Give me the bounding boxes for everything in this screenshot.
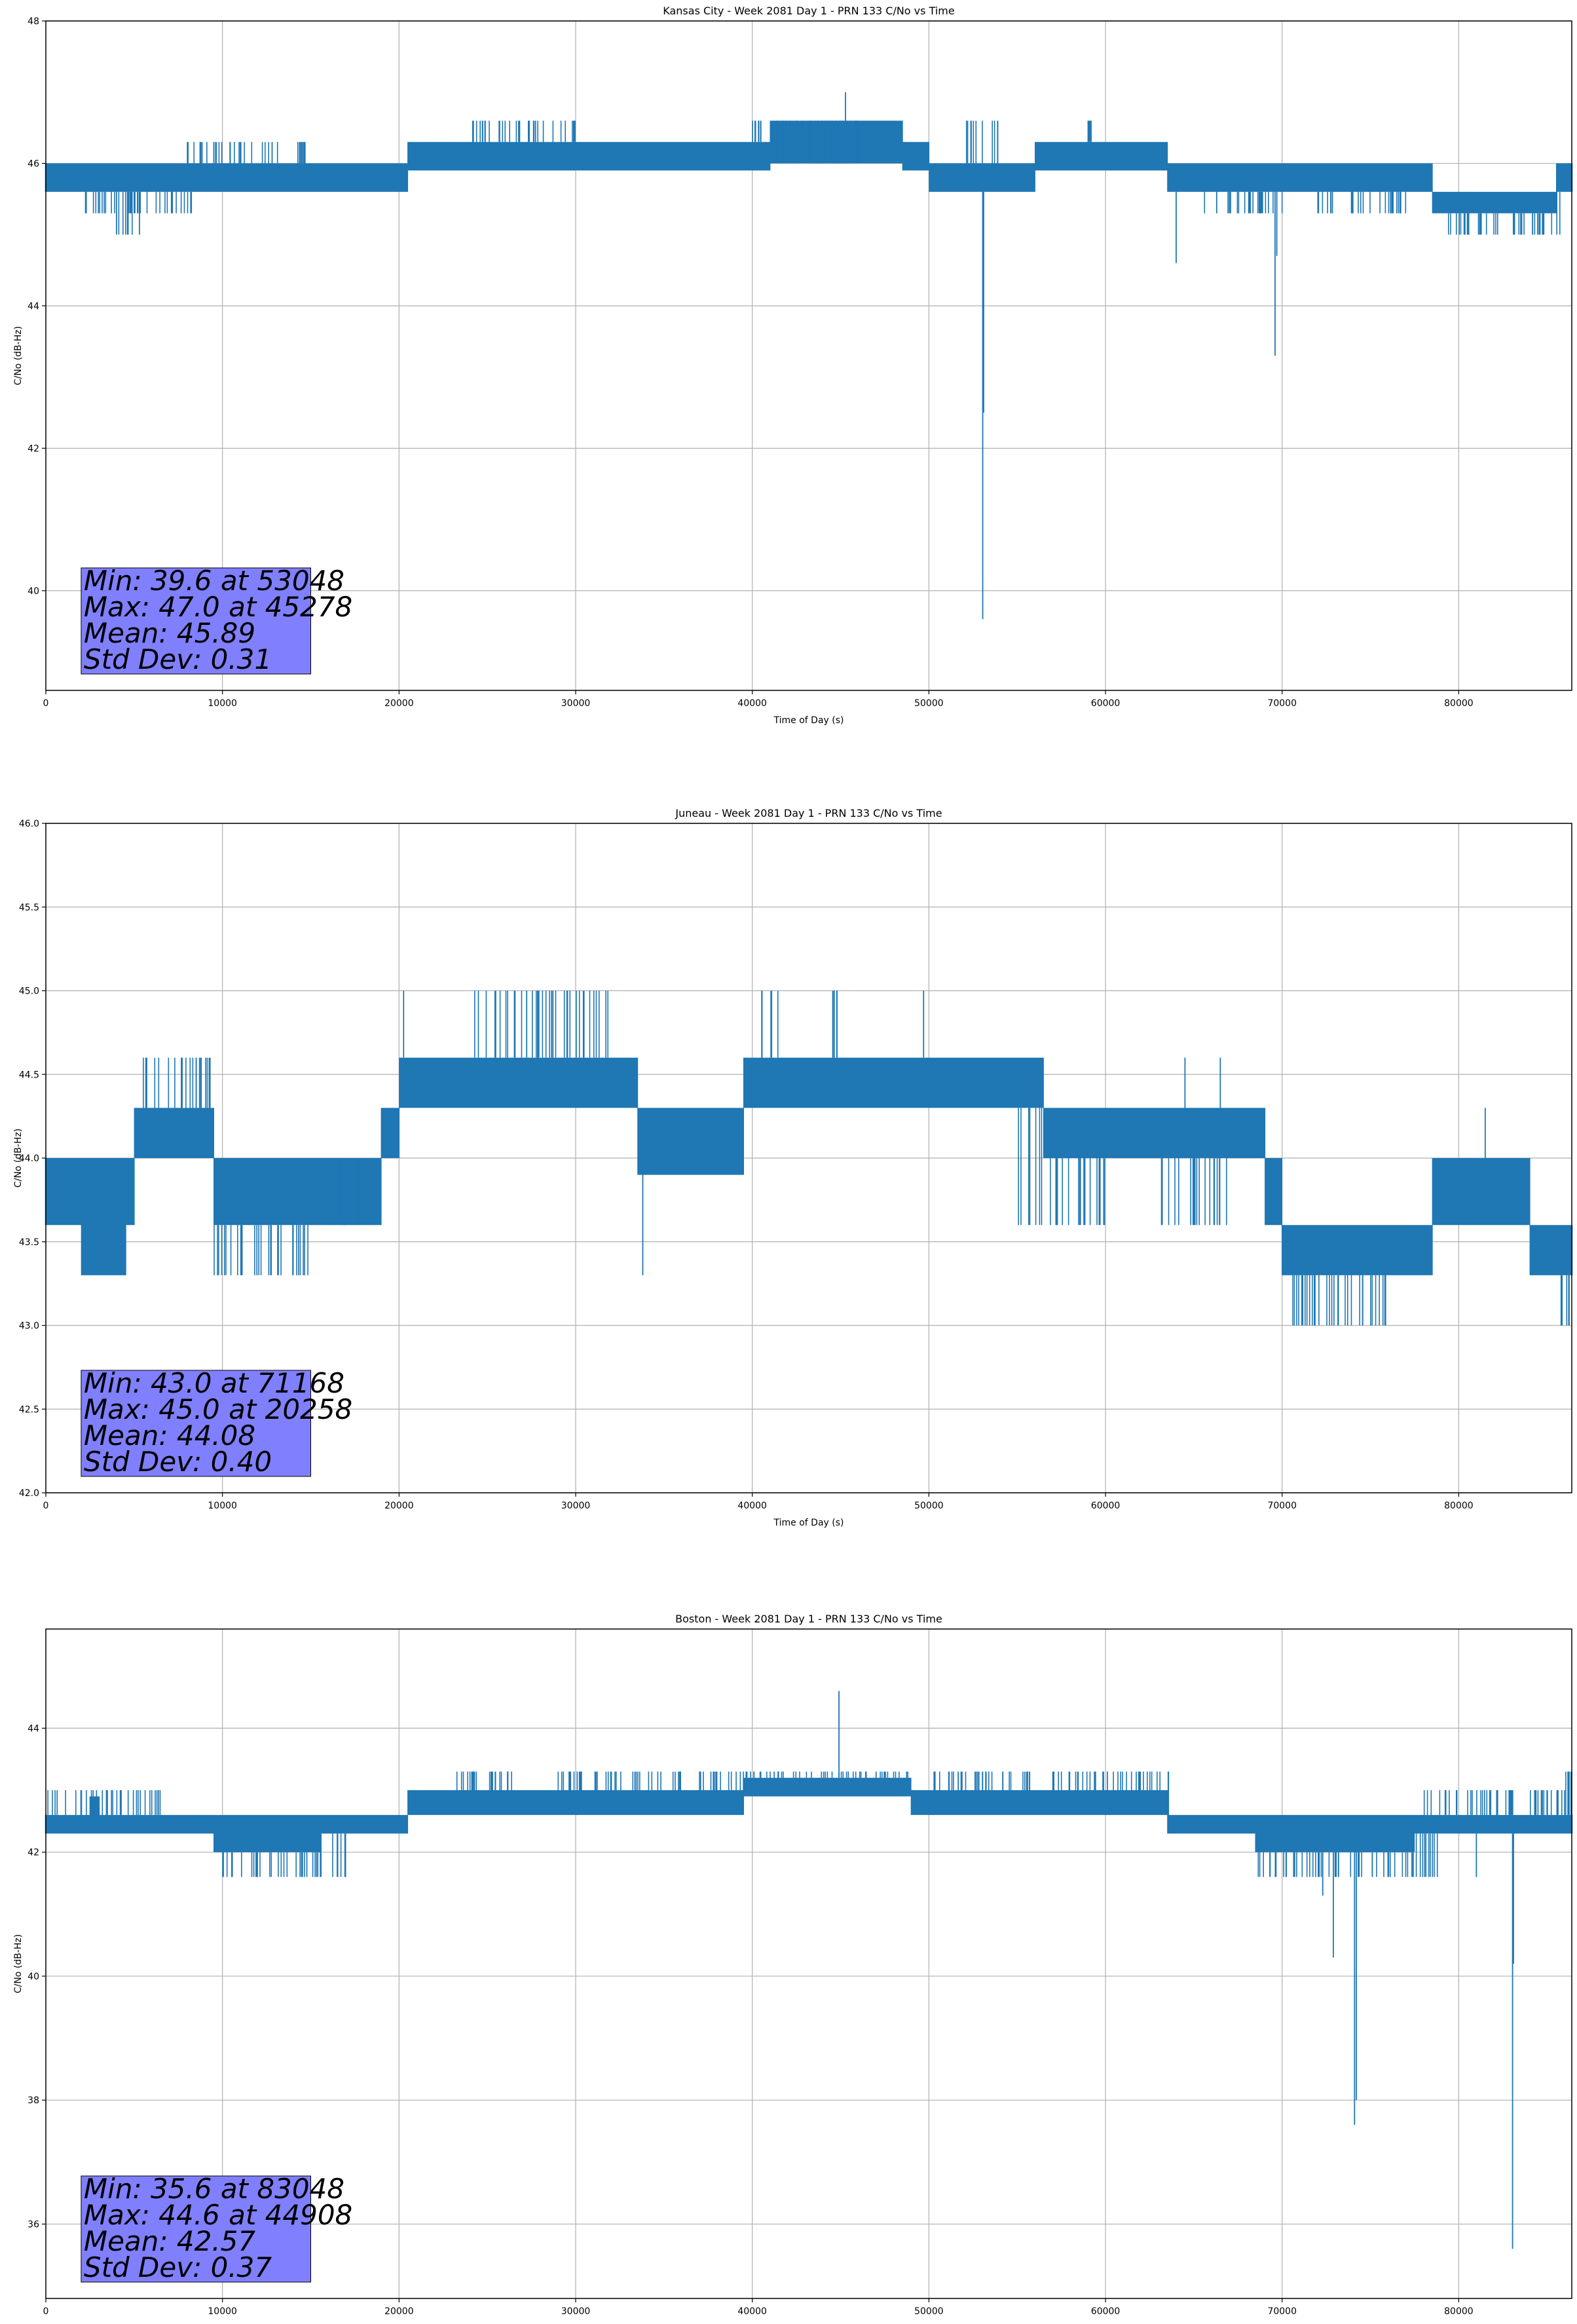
- stat-min: Min: 39.6 at 53048: [84, 565, 344, 597]
- cno-fringe: [84, 121, 1561, 235]
- y-tick-label: 45.5: [19, 903, 39, 913]
- x-tick-label: 20000: [384, 698, 414, 709]
- y-axis-label: C/No (dB-Hz): [13, 326, 24, 385]
- stat-max: Max: 45.0 at 20258: [84, 1393, 352, 1425]
- plot-frame: [45, 1628, 1572, 2299]
- x-tick-label: 80000: [1444, 2306, 1474, 2317]
- stat-std: Std Dev: 0.37: [84, 2251, 272, 2283]
- stat-max: Max: 44.6 at 44908: [84, 2199, 352, 2231]
- x-tick-label: 0: [43, 698, 49, 709]
- stat-mean: Mean: 44.08: [84, 1419, 255, 1452]
- stat-mean: Mean: 45.89: [84, 617, 255, 649]
- y-tick-label: 43.0: [19, 1321, 39, 1332]
- stats-box-background: [81, 1370, 312, 1477]
- x-tick-label: 40000: [737, 1501, 767, 1511]
- y-tick-label: 42: [28, 443, 39, 454]
- x-tick-label: 60000: [1091, 2306, 1121, 2317]
- y-tick-label: 42.5: [19, 1404, 39, 1415]
- cno-series: [45, 92, 1573, 620]
- cno-series: [45, 1691, 1573, 2249]
- x-tick-label: 70000: [1267, 698, 1297, 709]
- stat-std: Std Dev: 0.40: [84, 1446, 272, 1478]
- cno-band: [45, 1057, 1573, 1275]
- x-tick-label: 70000: [1267, 1501, 1297, 1511]
- y-tick-label: 44.5: [19, 1070, 39, 1080]
- x-tick-label: 30000: [561, 2306, 591, 2317]
- x-tick-label: 0: [43, 2306, 49, 2317]
- x-tick-label: 60000: [1091, 1501, 1121, 1511]
- x-tick-label: 80000: [1444, 698, 1474, 709]
- x-tick-label: 80000: [1444, 1501, 1474, 1511]
- x-tick-label: 20000: [384, 1501, 414, 1511]
- y-tick-label: 48: [28, 16, 39, 27]
- plot-frame: [45, 20, 1572, 691]
- x-tick-label: 40000: [737, 698, 767, 709]
- y-axis-label: C/No (dB-Hz): [13, 1129, 24, 1188]
- y-axis-ticks: 36 38 40 42 44: [28, 1723, 46, 2230]
- x-tick-label: 30000: [561, 1501, 591, 1511]
- chart-title: Juneau - Week 2081 Day 1 - PRN 133 C/No …: [675, 807, 942, 819]
- x-tick-label: 10000: [208, 1501, 237, 1511]
- y-tick-label: 36: [28, 2219, 39, 2230]
- y-tick-label: 42.0: [19, 1488, 39, 1499]
- y-tick-label: 46: [28, 159, 39, 169]
- y-tick-label: 42: [28, 1848, 39, 1858]
- x-tick-label: 10000: [208, 2306, 237, 2317]
- chart-title: Kansas City - Week 2081 Day 1 - PRN 133 …: [663, 5, 954, 17]
- x-tick-label: 50000: [914, 698, 944, 709]
- x-axis-ticks: 0 10000 20000 30000 40000 50000 60000 70000 8000…: [43, 1493, 1474, 1511]
- x-axis-ticks: 0 10000 20000 30000 40000 50000 60000 70000 8000…: [43, 2298, 1474, 2317]
- stats-box-background: [81, 567, 312, 675]
- x-tick-label: 60000: [1091, 698, 1121, 709]
- x-tick-label: 10000: [208, 698, 237, 709]
- cno-band: [45, 1778, 1573, 1852]
- stats-box-background: [81, 2175, 312, 2283]
- y-tick-label: 44: [28, 1723, 39, 1734]
- y-tick-label: 40: [28, 586, 39, 597]
- kansas-city-chart: Kansas City - Week 2081 Day 1 - PRN 133 …: [13, 5, 1573, 726]
- boston-chart: Boston - Week 2081 Day 1 - PRN 133 C/No …: [13, 1613, 1573, 2324]
- chart-title: Boston - Week 2081 Day 1 - PRN 133 C/No …: [675, 1613, 942, 1625]
- stat-mean: Mean: 42.57: [84, 2225, 255, 2257]
- y-axis-ticks: 40 42 44 46 48: [28, 16, 46, 597]
- y-tick-label: 44.0: [19, 1153, 39, 1164]
- stat-min: Min: 35.6 at 83048: [84, 2173, 344, 2205]
- x-axis-label: Time of Day (s): [773, 1518, 844, 1528]
- x-tick-label: 50000: [914, 2306, 944, 2317]
- x-tick-label: 50000: [914, 1501, 944, 1511]
- cno-band: [45, 121, 1573, 214]
- y-tick-label: 45.0: [19, 986, 39, 997]
- y-tick-label: 46.0: [19, 819, 39, 829]
- x-tick-label: 0: [43, 1501, 49, 1511]
- y-tick-label: 44: [28, 301, 39, 312]
- x-tick-label: 30000: [561, 698, 591, 709]
- stat-min: Min: 43.0 at 71168: [84, 1367, 344, 1399]
- stat-std: Std Dev: 0.31: [84, 643, 272, 675]
- y-tick-label: 43.5: [19, 1237, 39, 1248]
- x-axis-label: Time of Day (s): [773, 715, 844, 726]
- juneau-chart: Juneau - Week 2081 Day 1 - PRN 133 C/No …: [13, 807, 1573, 1528]
- y-tick-label: 40: [28, 1972, 39, 1982]
- x-tick-label: 20000: [384, 2306, 414, 2317]
- x-axis-ticks: 0 10000 20000 30000 40000 50000 60000 70000 8000…: [43, 690, 1474, 709]
- stat-max: Max: 47.0 at 45278: [84, 591, 352, 623]
- y-axis-label: C/No (dB-Hz): [13, 1934, 24, 1993]
- y-tick-label: 38: [28, 2095, 39, 2106]
- y-axis-ticks: 42.0 42.5 43.0 43.5 44.0 44.5 45.0 45.5 46.0: [19, 819, 46, 1499]
- cno-fringe: [47, 1771, 1572, 1877]
- x-tick-label: 70000: [1267, 2306, 1297, 2317]
- x-tick-label: 40000: [737, 2306, 767, 2317]
